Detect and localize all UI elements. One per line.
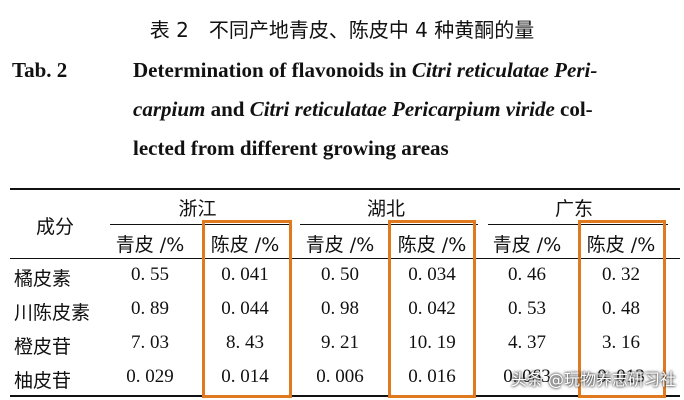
sub-header: 青皮 /% xyxy=(115,234,185,256)
cell-value: 0. 029 xyxy=(126,366,174,387)
sub-header: 青皮 /% xyxy=(492,234,562,256)
caption-en-line: Determination of flavonoids in Citri ret… xyxy=(133,58,597,83)
cell-value: 0. 042 xyxy=(408,298,456,319)
cell-value: 0. 53 xyxy=(508,298,546,319)
caption-en-text: Citri reticulatae Pericarpium viride xyxy=(249,97,555,121)
highlight-box xyxy=(388,220,476,398)
cell-value: 0. 014 xyxy=(221,366,269,387)
highlight-box xyxy=(202,220,292,398)
cell-value: 10. 19 xyxy=(408,332,456,353)
cell-value: 3. 16 xyxy=(602,332,640,353)
cell-value: 0. 55 xyxy=(131,264,169,285)
cell-value: 0. 32 xyxy=(602,264,640,285)
caption-en-text: Citri reticulatae Peri- xyxy=(411,58,598,82)
row-label: 川陈皮素 xyxy=(14,302,91,324)
group-header: 广东 xyxy=(554,198,594,220)
cell-value: 0. 041 xyxy=(221,264,269,285)
cell-value: 0. 46 xyxy=(508,264,546,285)
cell-value: 4. 37 xyxy=(508,332,546,353)
cell-value: 7. 03 xyxy=(131,332,169,353)
cell-value: 0. 016 xyxy=(408,366,456,387)
header-rule xyxy=(10,258,680,259)
cell-value: 8. 43 xyxy=(226,332,264,353)
sub-header: 青皮 /% xyxy=(305,234,375,256)
cell-value: 0. 034 xyxy=(408,264,456,285)
row-label: 橘皮素 xyxy=(14,268,72,290)
watermark: 头条 @玩物养志研习社 xyxy=(510,370,676,389)
sub-header: 陈皮 /% xyxy=(397,234,467,256)
cell-value: 0. 006 xyxy=(316,366,364,387)
top-rule xyxy=(10,188,680,190)
group-header: 浙江 xyxy=(178,198,217,220)
row-label: 柚皮苷 xyxy=(14,370,72,392)
group-rule xyxy=(110,224,292,225)
caption-en-text: Determination of flavonoids in xyxy=(133,58,412,82)
cell-value: 0. 044 xyxy=(221,298,269,319)
cell-value: 0. 48 xyxy=(602,298,640,319)
caption-label: Tab. 2 xyxy=(12,58,68,82)
sub-header: 陈皮 /% xyxy=(586,234,656,256)
highlight-box xyxy=(578,220,666,398)
caption-en-line: lected from different growing areas xyxy=(133,136,449,161)
caption-en-text: carpium xyxy=(133,97,206,121)
bottom-rule xyxy=(10,395,680,397)
cell-value: 0. 013 xyxy=(597,366,645,387)
cell-value: 0. 50 xyxy=(321,264,359,285)
caption-zh: 表 2 不同产地青皮、陈皮中 4 种黄酮的量 xyxy=(149,18,535,42)
caption-en-text: and xyxy=(205,97,250,121)
group-header: 湖北 xyxy=(366,198,406,220)
cell-value: 0. 89 xyxy=(131,298,169,319)
cell-value: 0. 063 xyxy=(503,366,551,387)
caption-en-text: lected from different growing areas xyxy=(133,136,449,160)
cell-value: 9. 21 xyxy=(321,332,359,353)
caption-en-line: carpium and Citri reticulatae Pericarpiu… xyxy=(133,97,593,122)
caption-en-text: col- xyxy=(554,97,593,121)
cell-value: 0. 98 xyxy=(321,298,359,319)
row-label: 橙皮苷 xyxy=(14,336,72,358)
row-header: 成分 xyxy=(35,216,75,238)
sub-header: 陈皮 /% xyxy=(210,234,280,256)
